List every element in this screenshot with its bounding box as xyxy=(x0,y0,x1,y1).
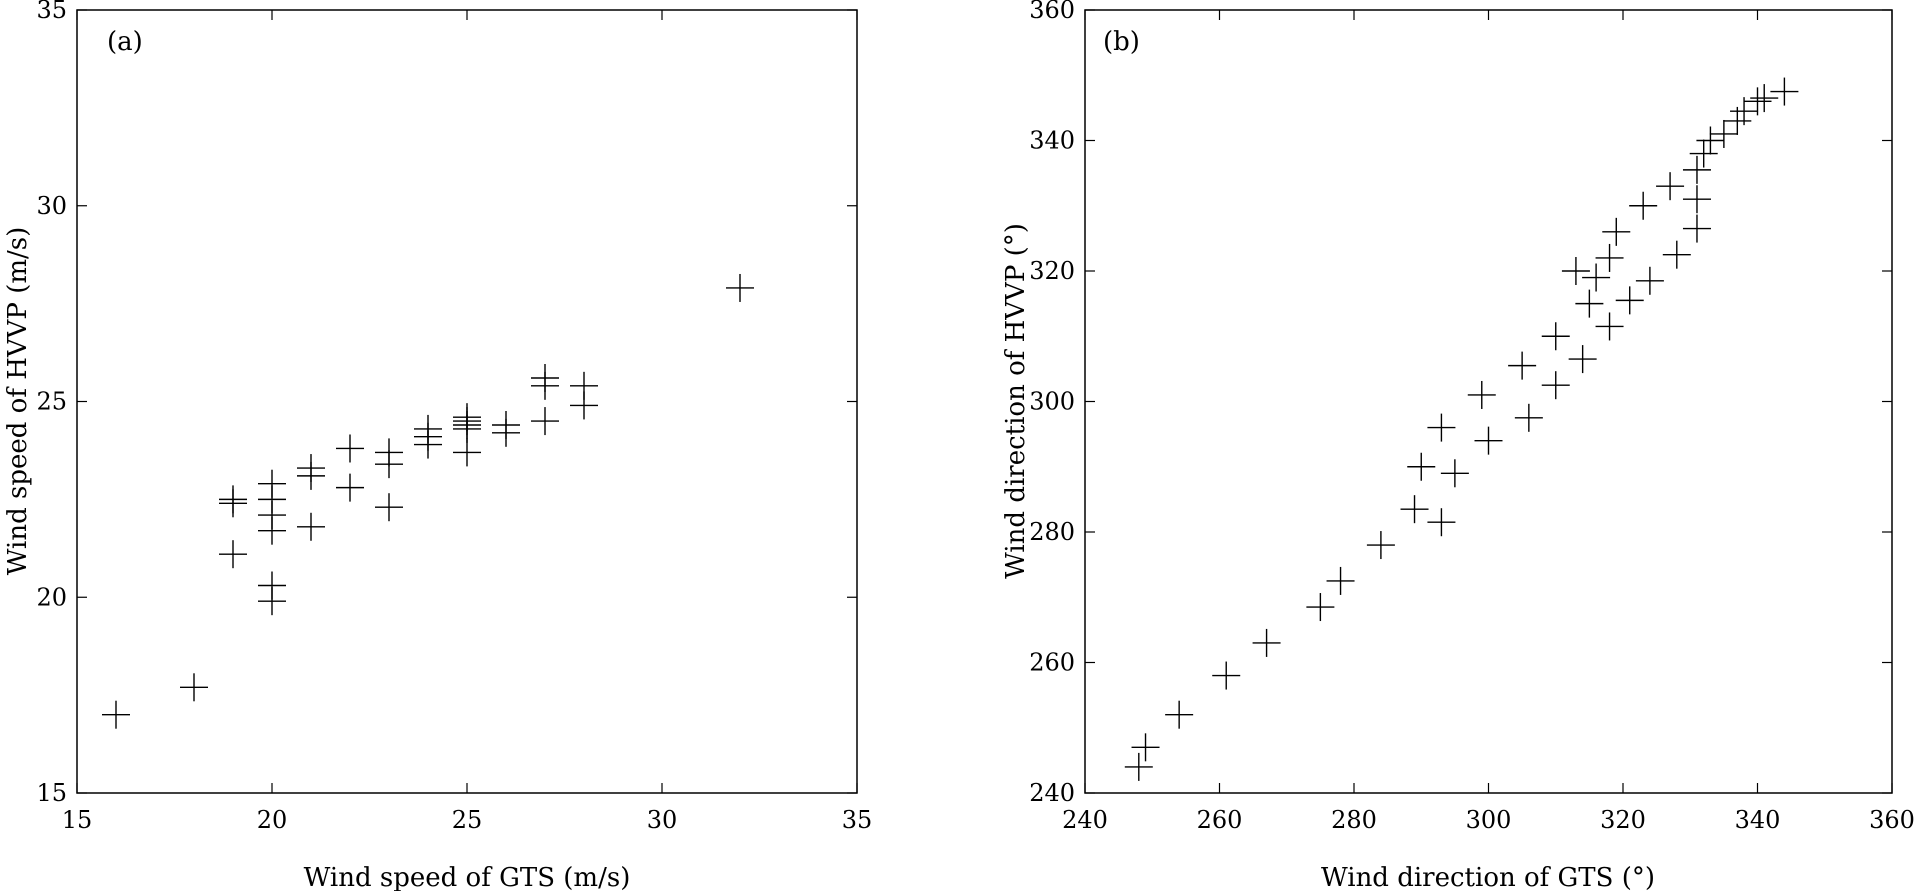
axis-ticks-b: 240 260 280 300 320 340 360 240 260 280 300 320 340 3… xyxy=(1029,0,1915,834)
chart-panel-a: 15 20 25 30 35 15 20 25 30 35 (a) Wind speed of G… xyxy=(3,0,872,891)
data-point xyxy=(1212,661,1241,690)
data-point xyxy=(531,364,559,393)
data-point xyxy=(1541,371,1570,400)
x-tick-label: 300 xyxy=(1466,806,1512,834)
data-point xyxy=(180,673,208,702)
data-points-a xyxy=(102,273,754,729)
y-tick-label: 35 xyxy=(36,0,67,24)
data-point xyxy=(297,512,325,541)
chart-panel-b: 240 260 280 300 320 340 360 240 260 280 300 320 340 3… xyxy=(1001,0,1915,891)
panel-label-b: (b) xyxy=(1103,27,1140,57)
data-point xyxy=(336,473,364,502)
data-point xyxy=(258,469,286,498)
y-axis-label-a: Wind speed of HVVP (m/s) xyxy=(3,227,33,575)
y-tick-label: 20 xyxy=(36,583,67,611)
y-axis-label-b: Wind direction of HVVP (°) xyxy=(1001,223,1031,579)
y-tick-label: 360 xyxy=(1029,0,1075,24)
data-point xyxy=(375,493,403,522)
x-tick-label: 20 xyxy=(257,806,288,834)
x-tick-label: 15 xyxy=(62,806,93,834)
data-point xyxy=(1326,566,1355,595)
y-tick-label: 15 xyxy=(36,779,67,807)
data-point xyxy=(1165,700,1194,729)
x-axis-label-a: Wind speed of GTS (m/s) xyxy=(304,863,631,891)
data-point xyxy=(1662,240,1691,269)
data-point xyxy=(1682,185,1711,214)
data-point xyxy=(1629,191,1658,220)
data-point xyxy=(1474,426,1503,455)
data-point xyxy=(1131,733,1160,762)
data-point xyxy=(1615,286,1644,315)
data-point xyxy=(453,403,481,432)
data-point xyxy=(1602,217,1631,246)
data-point xyxy=(1635,266,1664,295)
x-tick-label: 360 xyxy=(1869,806,1915,834)
data-point xyxy=(1427,508,1456,537)
x-tick-label: 240 xyxy=(1062,806,1108,834)
data-point xyxy=(492,410,520,439)
data-point xyxy=(531,407,559,436)
data-point xyxy=(414,414,442,443)
x-tick-label: 280 xyxy=(1331,806,1377,834)
data-point xyxy=(1252,628,1281,657)
data-point xyxy=(1595,243,1624,272)
data-point xyxy=(1124,752,1153,781)
panel-label-a: (a) xyxy=(107,27,143,57)
y-tick-label: 340 xyxy=(1029,127,1075,155)
data-point xyxy=(1427,413,1456,442)
x-axis-label-b: Wind direction of GTS (°) xyxy=(1321,863,1655,891)
data-point xyxy=(570,371,598,400)
data-point xyxy=(1709,119,1738,148)
data-point xyxy=(1568,345,1597,374)
y-tick-label: 240 xyxy=(1029,779,1075,807)
y-tick-label: 300 xyxy=(1029,388,1075,416)
data-point xyxy=(102,700,130,729)
y-tick-label: 260 xyxy=(1029,649,1075,677)
data-point xyxy=(1682,214,1711,243)
data-point xyxy=(1306,593,1335,622)
data-point xyxy=(1770,77,1799,106)
data-point xyxy=(453,438,481,467)
plot-area-b xyxy=(1084,9,1893,794)
x-tick-label: 260 xyxy=(1197,806,1243,834)
data-point xyxy=(1440,459,1469,488)
x-tick-label: 320 xyxy=(1600,806,1646,834)
data-point xyxy=(1467,380,1496,409)
data-point xyxy=(297,454,325,483)
data-point xyxy=(1575,289,1604,318)
data-point xyxy=(1682,155,1711,184)
data-point xyxy=(258,571,286,600)
data-point xyxy=(1366,531,1395,560)
data-point xyxy=(1743,87,1772,116)
data-point xyxy=(1400,495,1429,524)
x-tick-label: 340 xyxy=(1735,806,1781,834)
data-point xyxy=(219,540,247,569)
x-tick-label: 35 xyxy=(842,806,873,834)
data-point xyxy=(1514,403,1543,432)
x-tick-label: 30 xyxy=(647,806,678,834)
data-point xyxy=(1656,172,1685,201)
data-point xyxy=(1750,84,1779,113)
data-point xyxy=(375,438,403,467)
y-tick-label: 25 xyxy=(36,388,67,416)
data-point xyxy=(336,434,364,463)
data-point xyxy=(1541,322,1570,351)
axis-ticks-a: 15 20 25 30 35 15 20 25 30 35 xyxy=(36,0,872,834)
y-tick-label: 280 xyxy=(1029,518,1075,546)
data-points-b xyxy=(1124,77,1799,781)
data-point xyxy=(1582,263,1611,292)
data-point xyxy=(219,485,247,514)
x-tick-label: 25 xyxy=(452,806,483,834)
data-point xyxy=(1696,126,1725,155)
data-point xyxy=(726,273,754,302)
y-tick-label: 30 xyxy=(36,192,67,220)
data-point xyxy=(1689,139,1718,168)
data-point xyxy=(1561,257,1590,285)
data-point xyxy=(1508,351,1537,380)
data-point xyxy=(1407,452,1436,481)
data-point xyxy=(1595,312,1624,341)
y-tick-label: 320 xyxy=(1029,257,1075,285)
